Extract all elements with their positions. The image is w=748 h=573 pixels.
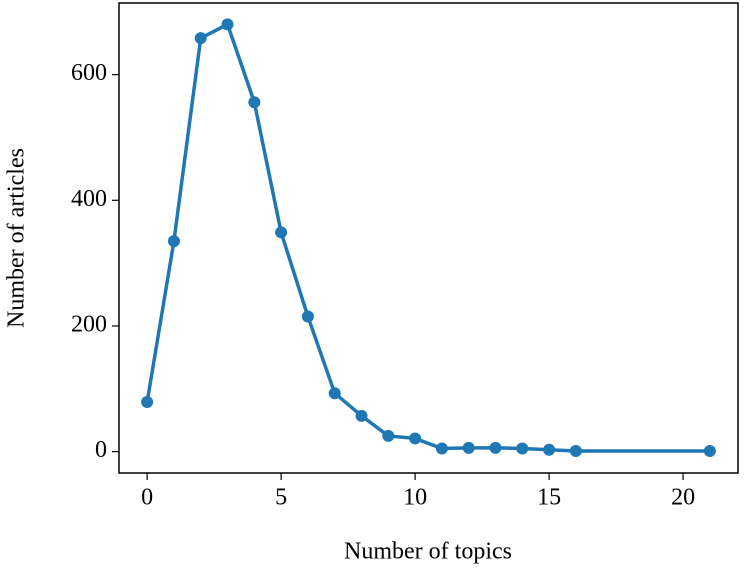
- x-tick-label: 5: [275, 485, 287, 511]
- x-tick-label: 0: [141, 485, 153, 511]
- y-tick-label: 600: [71, 60, 107, 86]
- marker: [328, 387, 341, 400]
- y-axis-label: Number of articles: [4, 148, 30, 328]
- marker: [703, 445, 716, 458]
- x-tick-label: 10: [403, 485, 427, 511]
- marker: [221, 18, 234, 31]
- marker: [569, 445, 582, 458]
- marker: [141, 395, 154, 408]
- x-axis-label: Number of topics: [344, 539, 512, 565]
- marker: [516, 442, 529, 455]
- y-tick-label: 400: [71, 186, 107, 212]
- marker: [382, 429, 395, 442]
- x-tick-label: 20: [671, 485, 695, 511]
- y-tick-label: 200: [71, 311, 107, 337]
- marker: [435, 442, 448, 455]
- marker: [301, 310, 314, 323]
- marker: [167, 235, 180, 248]
- y-tick-label: 0: [95, 437, 107, 463]
- plot-frame: [118, 2, 739, 474]
- marker: [275, 226, 288, 239]
- marker: [248, 96, 261, 109]
- marker: [409, 432, 422, 445]
- line: [145, 22, 710, 453]
- marker: [462, 441, 475, 454]
- x-tick-label: 15: [537, 485, 561, 511]
- marker: [355, 409, 368, 422]
- marker: [543, 443, 556, 456]
- marker: [194, 32, 207, 45]
- marker: [489, 441, 502, 454]
